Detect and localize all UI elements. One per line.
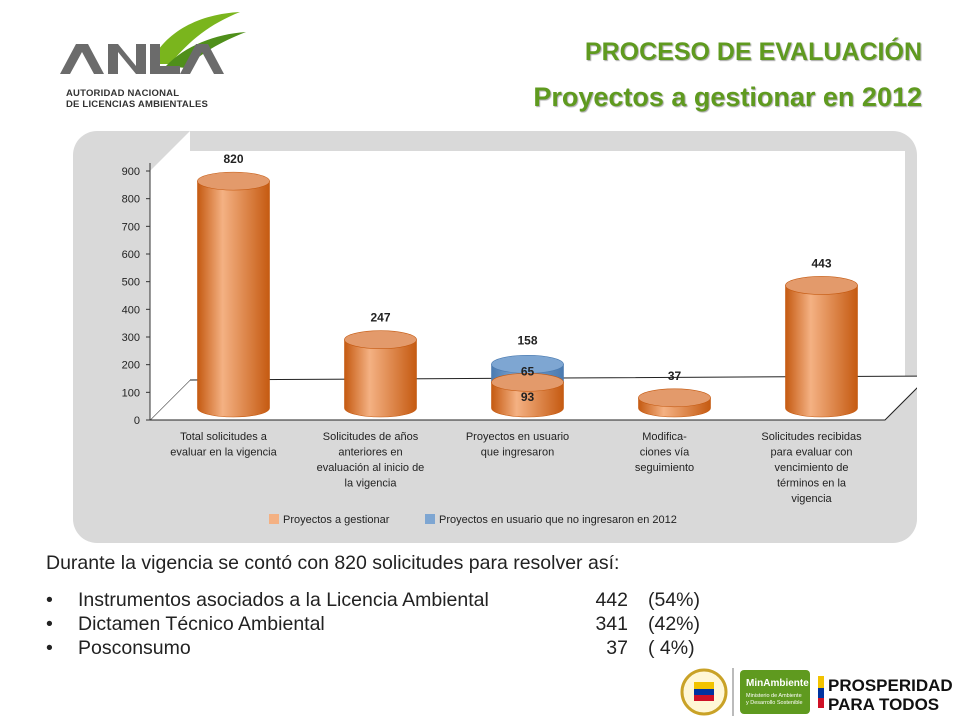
bar-data-label: 443 xyxy=(811,256,831,270)
legend-label-series1: Proyectos a gestionar xyxy=(283,514,390,526)
legend-swatch-series2 xyxy=(425,514,435,524)
bar-series1-top xyxy=(491,372,564,392)
y-tick-label: 500 xyxy=(122,277,140,289)
summary-item: • Posconsumo 37 ( 4%) xyxy=(46,637,695,661)
prosperidad-line2: PARA TODOS xyxy=(828,695,939,714)
minambiente-sub2: y Desarrollo Sostenible xyxy=(746,700,803,706)
x-category-label: que ingresaron xyxy=(481,447,554,459)
bullet-icon: • xyxy=(46,589,53,611)
summary-item: • Instrumentos asociados a la Licencia A… xyxy=(46,589,700,613)
x-category-label: para evaluar con xyxy=(771,447,853,459)
summary-item-value: 341 xyxy=(595,613,628,635)
y-tick-label: 600 xyxy=(122,249,140,261)
prosperidad-line1: PROSPERIDAD xyxy=(828,676,953,695)
footer-divider xyxy=(732,668,734,716)
minambiente-badge xyxy=(740,670,810,714)
x-category-label: Solicitudes recibidas xyxy=(761,431,862,443)
y-tick-label: 100 xyxy=(122,387,140,399)
logo-text-line2: DE LICENCIAS AMBIENTALES xyxy=(66,99,209,110)
x-category-label: vencimiento de xyxy=(775,462,849,474)
minambiente-sub1: Ministerio de Ambiente xyxy=(746,693,802,699)
bar-chart: 0 100 200 300 400 500 600 700 800 900 820 247 93 65 15… xyxy=(122,131,917,526)
anla-logo xyxy=(60,12,246,74)
legend-label-series2: Proyectos en usuario que no ingresaron e… xyxy=(439,514,677,526)
x-category-label: Modifica- xyxy=(642,431,687,443)
bar-series1 xyxy=(491,381,564,418)
bar-series1-top xyxy=(638,388,711,408)
bar-series1-top xyxy=(344,330,417,349)
x-category-label: Total solicitudes a xyxy=(180,431,268,443)
x-category-label: ciones vía xyxy=(640,447,690,459)
bar-data-label: 93 xyxy=(521,390,535,404)
bullet-icon: • xyxy=(46,613,53,635)
summary-item-percent: ( 4%) xyxy=(648,637,695,659)
bar-data-label: 37 xyxy=(668,369,682,383)
x-category-label: la vigencia xyxy=(345,478,398,490)
footer-logos: MinAmbiente Ministerio de Ambiente y Des… xyxy=(680,668,953,716)
summary-item-value: 37 xyxy=(606,637,628,659)
y-tick-label: 800 xyxy=(122,194,140,206)
x-category-label: Solicitudes de años xyxy=(323,431,419,443)
minambiente-name: MinAmbiente xyxy=(746,678,809,689)
y-tick-label: 0 xyxy=(134,415,140,427)
summary-item: • Dictamen Técnico Ambiental 341 (42%) xyxy=(46,613,700,637)
summary-item-percent: (42%) xyxy=(648,613,701,635)
summary-item-percent: (54%) xyxy=(648,589,701,611)
summary-section: Durante la vigencia se contó con 820 sol… xyxy=(46,552,700,661)
y-tick-label: 900 xyxy=(122,166,140,178)
x-category-label: evaluación al inicio de xyxy=(317,462,425,474)
bar-data-label: 820 xyxy=(223,152,243,166)
legend-swatch-series1 xyxy=(269,514,279,524)
bar-data-label: 65 xyxy=(521,364,535,378)
bar-total-label: 158 xyxy=(517,333,537,347)
y-tick-label: 200 xyxy=(122,360,140,372)
bar-series1 xyxy=(785,285,858,418)
bullet-icon: • xyxy=(46,637,53,659)
logo-text-line1: AUTORIDAD NACIONAL xyxy=(66,88,180,99)
page-title: PROCESO DE EVALUACIÓN xyxy=(584,38,922,66)
y-tick-label: 700 xyxy=(122,221,140,233)
chart-panel: 0 100 200 300 400 500 600 700 800 900 820 247 93 65 15… xyxy=(73,131,917,543)
bar-series1-top xyxy=(197,171,270,191)
x-category-label: evaluar en la vigencia xyxy=(170,447,277,459)
bar-data-label: 247 xyxy=(370,311,390,325)
x-category-label: Proyectos en usuario xyxy=(466,431,569,443)
colombia-seal-icon xyxy=(680,668,728,716)
x-category-label: vigencia xyxy=(791,493,832,505)
chart-side-wall xyxy=(150,131,190,420)
x-category-label: seguimiento xyxy=(635,462,694,474)
prosperidad-stripes-icon xyxy=(818,676,824,708)
summary-item-label: Posconsumo xyxy=(78,637,191,659)
summary-item-label: Dictamen Técnico Ambiental xyxy=(78,613,325,635)
page-subtitle: Proyectos a gestionar en 2012 xyxy=(533,82,922,112)
y-tick-label: 300 xyxy=(122,332,140,344)
bar-series1-top xyxy=(785,276,858,295)
summary-item-value: 442 xyxy=(595,589,628,611)
x-category-label: términos en la xyxy=(777,478,847,490)
bar-series1 xyxy=(344,339,417,418)
x-category-label: anteriores en xyxy=(338,447,402,459)
y-tick-label: 400 xyxy=(122,304,140,316)
bar-series1 xyxy=(197,180,270,418)
summary-intro: Durante la vigencia se contó con 820 sol… xyxy=(46,552,620,574)
summary-item-label: Instrumentos asociados a la Licencia Amb… xyxy=(78,589,489,611)
